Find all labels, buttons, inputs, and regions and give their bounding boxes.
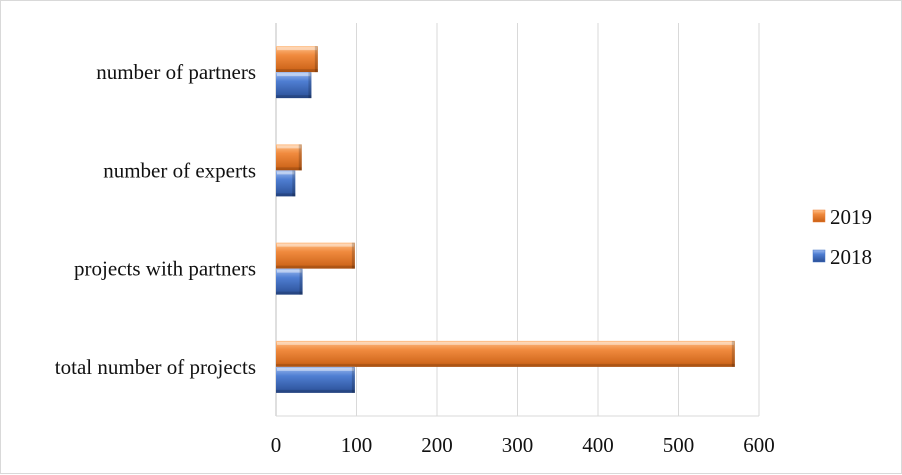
legend-swatch bbox=[812, 249, 826, 263]
x-tick-label: 100 bbox=[341, 433, 373, 457]
x-tick-label: 600 bbox=[743, 433, 775, 457]
legend-swatch bbox=[812, 209, 826, 223]
category-label: projects with partners bbox=[74, 257, 256, 281]
bar-2018-total-number-of-projects bbox=[276, 366, 355, 393]
bar-2019-number-of-partners bbox=[276, 46, 318, 73]
x-tick-label: 0 bbox=[271, 433, 282, 457]
legend-label: 2019 bbox=[830, 205, 872, 229]
bar-2019-number-of-experts bbox=[276, 144, 302, 171]
legend-item-2018: 2018 bbox=[812, 245, 872, 269]
gridlines bbox=[275, 23, 760, 417]
bars-layer bbox=[276, 46, 735, 393]
x-tick-label: 200 bbox=[421, 433, 453, 457]
bar-2018-number-of-partners bbox=[276, 72, 312, 99]
bar-2018-projects-with-partners bbox=[276, 268, 303, 295]
bar-2018-number-of-experts bbox=[276, 170, 296, 197]
category-label: number of experts bbox=[103, 158, 256, 182]
legend: 2019 2018 bbox=[812, 205, 872, 269]
bar-2019-projects-with-partners bbox=[276, 242, 355, 269]
category-label: total number of projects bbox=[55, 355, 256, 379]
x-tick-label: 400 bbox=[582, 433, 614, 457]
legend-item-2019: 2019 bbox=[812, 205, 872, 229]
x-tick-labels: 0 100 200 300 400 500 600 bbox=[271, 433, 775, 457]
bar-2019-total-number-of-projects bbox=[276, 340, 735, 367]
x-tick-label: 500 bbox=[663, 433, 695, 457]
category-label: number of partners bbox=[96, 60, 256, 84]
category-labels: number of partners number of experts proje… bbox=[55, 60, 256, 379]
legend-label: 2018 bbox=[830, 245, 872, 269]
x-tick-label: 300 bbox=[502, 433, 534, 457]
